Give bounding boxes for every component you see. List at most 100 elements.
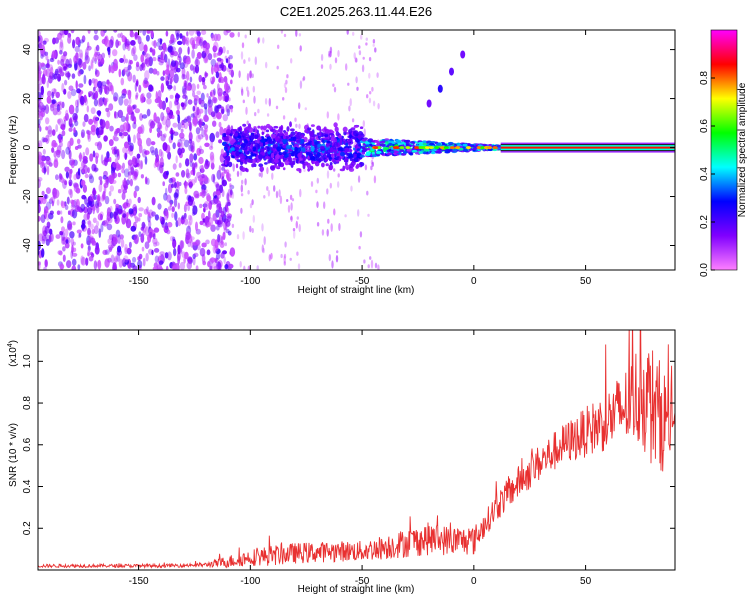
heatmap-cell [333, 149, 338, 154]
heatmap-cell [228, 55, 233, 60]
heatmap-cell [226, 215, 232, 222]
heatmap-cell [41, 230, 46, 241]
heatmap-cell [241, 167, 246, 173]
heatmap-cell [367, 264, 370, 269]
heatmap-cell [144, 58, 149, 65]
heatmap-cell [57, 250, 63, 256]
heatmap-cell [131, 171, 137, 176]
heatmap-cell [133, 54, 138, 61]
heatmap-cell [177, 202, 180, 210]
heatmap-cell [186, 31, 189, 37]
heatmap-cell [215, 183, 220, 192]
heatmap-cell [337, 50, 340, 58]
heatmap-x-tick-label: 0 [471, 276, 477, 287]
heatmap-cell [240, 86, 244, 93]
heatmap-cell [245, 106, 248, 115]
heatmap-cell [279, 143, 283, 147]
heatmap-cell [426, 99, 432, 108]
heatmap-cell [97, 126, 104, 136]
snr-series [38, 330, 675, 569]
heatmap-cell [116, 164, 121, 169]
heatmap-cell [72, 112, 78, 121]
heatmap-cell [50, 103, 54, 112]
heatmap-cell [344, 164, 350, 170]
heatmap-cell [120, 115, 126, 122]
heatmap-cell [192, 91, 196, 98]
heatmap-cell [123, 202, 126, 211]
heatmap-cell [334, 57, 338, 64]
heatmap-cell [112, 262, 117, 270]
heatmap-cell [174, 99, 179, 106]
heatmap-cell [135, 92, 139, 98]
heatmap-cell [325, 163, 329, 167]
heatmap-cell [73, 182, 80, 193]
heatmap-cell [166, 194, 172, 203]
heatmap-cell [103, 97, 108, 107]
heatmap-cell [175, 109, 180, 115]
heatmap-cell [41, 235, 47, 242]
heatmap-cell [135, 157, 140, 167]
heatmap-cell [195, 221, 198, 232]
heatmap-cell [265, 61, 268, 69]
heatmap-cell [328, 254, 331, 262]
heatmap-cell [297, 152, 303, 159]
heatmap-cell [200, 92, 205, 102]
heatmap-cell [71, 265, 77, 270]
heatmap-cell [160, 134, 166, 142]
heatmap-cell [246, 151, 250, 155]
heatmap-cell [445, 149, 449, 153]
heatmap-cell [267, 189, 271, 197]
heatmap-cell [41, 238, 46, 245]
heatmap-cell [296, 251, 299, 256]
heatmap-cell [113, 146, 118, 155]
heatmap-cell [226, 192, 230, 203]
heatmap-cell [480, 146, 486, 150]
heatmap-cell [169, 94, 174, 99]
heatmap-cell [265, 155, 271, 160]
heatmap-cell [295, 158, 299, 164]
heatmap-cell [71, 252, 78, 257]
heatmap-cell [246, 120, 249, 125]
heatmap-cell [146, 206, 149, 214]
heatmap-cell [206, 93, 209, 98]
heatmap-cell [297, 263, 301, 270]
heatmap-cell [222, 114, 228, 122]
heatmap-cell [117, 189, 122, 194]
heatmap-cell [239, 131, 243, 134]
heatmap-cell [45, 54, 49, 61]
heatmap-cell [402, 151, 408, 154]
heatmap-cell [310, 124, 315, 127]
snr-y-tick-label: 0.4 [22, 479, 33, 493]
heatmap-cell [94, 117, 100, 121]
heatmap-cell [88, 219, 91, 228]
heatmap-cell [73, 174, 77, 181]
colorbar-ticks: 0.0 0.2 0.4 0.6 0.8 [699, 71, 715, 277]
heatmap-cell [134, 216, 139, 224]
heatmap-cell [265, 129, 270, 133]
heatmap-cell [187, 214, 192, 221]
heatmap-cell [86, 220, 92, 225]
heatmap-cell [140, 93, 145, 104]
heatmap-cell [240, 193, 244, 197]
heatmap-cell [173, 248, 177, 257]
heatmap-y-axis-title: Frequency (Hz) [8, 116, 19, 185]
heatmap-cell [193, 116, 198, 127]
heatmap-cell [266, 146, 270, 152]
heatmap-cell [97, 195, 100, 203]
heatmap-cell [249, 70, 252, 79]
heatmap-cell [104, 249, 110, 255]
heatmap-cell [72, 221, 76, 226]
heatmap-cell [67, 210, 71, 215]
heatmap-cell [201, 184, 207, 191]
heatmap-cell [42, 194, 47, 201]
heatmap-cell [230, 79, 233, 85]
heatmap-cell [368, 57, 372, 62]
heatmap-cell [250, 134, 254, 141]
heatmap-cell [218, 165, 222, 173]
snr-scale-close: ) [8, 340, 19, 343]
heatmap-cell [78, 232, 82, 238]
heatmap-cell [215, 131, 220, 139]
heatmap-cell [317, 148, 321, 152]
heatmap-cell [76, 138, 81, 145]
heatmap-cell [245, 155, 250, 159]
